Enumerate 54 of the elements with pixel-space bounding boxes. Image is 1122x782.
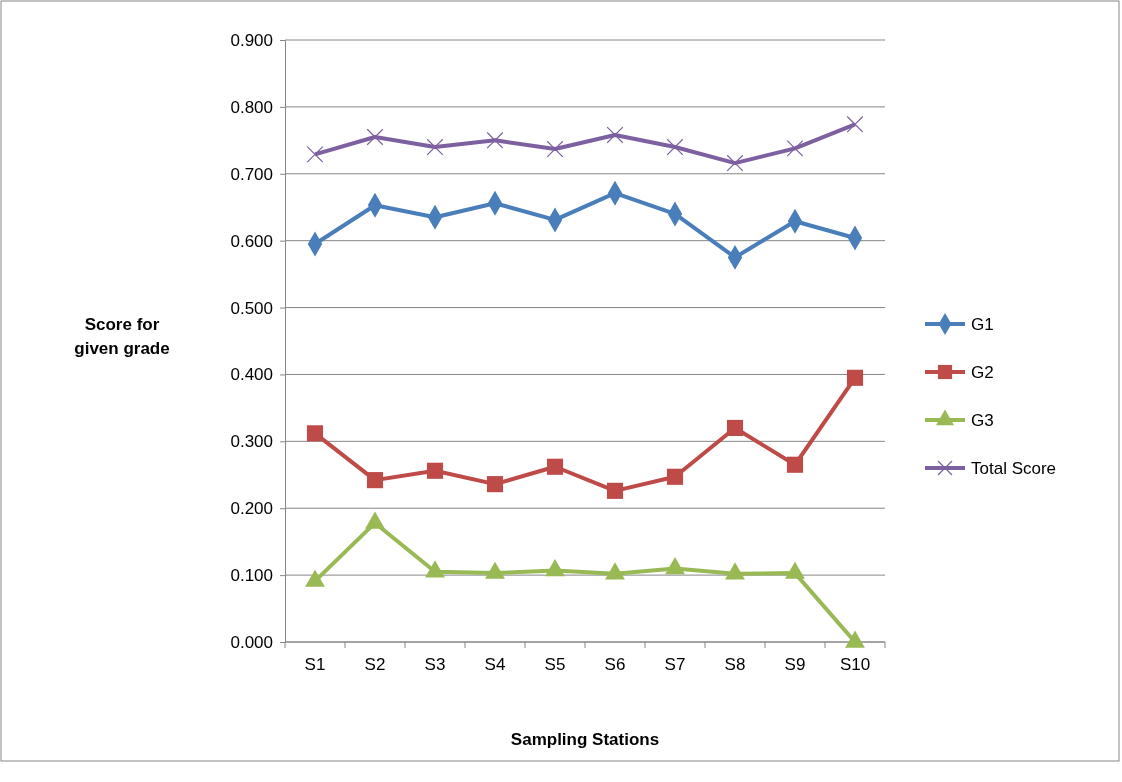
y-tick-label: 0.600 [230, 231, 273, 251]
x-tick-label: S5 [544, 655, 566, 674]
point [546, 458, 564, 475]
point [426, 138, 444, 156]
point [425, 560, 445, 578]
x-tick-label: S6 [604, 655, 626, 674]
point [666, 138, 684, 156]
point [846, 369, 864, 386]
point [606, 482, 624, 499]
point [785, 561, 805, 579]
x-tick-label: S2 [364, 655, 386, 674]
y-tick-label: 0.500 [230, 298, 273, 318]
point [846, 115, 864, 133]
point [845, 630, 865, 648]
x-axis-title: Sampling Stations [510, 730, 660, 749]
point [546, 140, 564, 158]
x-tick-label: S7 [664, 655, 686, 674]
point [545, 558, 565, 577]
y-tick-label: 0.000 [230, 632, 273, 652]
y-tick-label: 0.300 [230, 432, 273, 452]
point [786, 456, 804, 473]
legend-label: G2 [971, 363, 994, 382]
point [426, 462, 444, 479]
point [726, 154, 744, 172]
point [726, 419, 744, 437]
point [725, 562, 745, 580]
point [306, 425, 324, 442]
y-tick-label: 0.200 [230, 499, 273, 519]
point [305, 569, 325, 587]
x-tick-label: S1 [304, 655, 326, 674]
legend-label: G3 [971, 411, 994, 430]
legend-label: Total Score [971, 459, 1057, 478]
y-axis-title: Score for given grade [74, 315, 170, 358]
y-tick-label: 0.900 [230, 30, 273, 50]
x-tick-label: S4 [484, 655, 506, 674]
point [485, 561, 505, 579]
legend-label: G1 [971, 315, 994, 334]
x-tick-label: S8 [724, 655, 746, 674]
y-tick-label: 0.800 [230, 97, 273, 117]
point [665, 556, 685, 575]
x-tick-label: S3 [424, 655, 446, 674]
x-tick-label: S10 [839, 655, 871, 674]
y-tick-label: 0.700 [230, 164, 273, 184]
point [666, 468, 684, 485]
point [786, 139, 804, 157]
point [366, 128, 384, 146]
y-tick-label: 0.400 [230, 365, 273, 385]
point [486, 131, 504, 149]
y-tick-label: 0.100 [230, 566, 273, 586]
point [606, 126, 624, 144]
point [306, 145, 324, 163]
point [605, 562, 625, 580]
x-tick-label: S9 [784, 655, 806, 674]
point [365, 511, 385, 529]
